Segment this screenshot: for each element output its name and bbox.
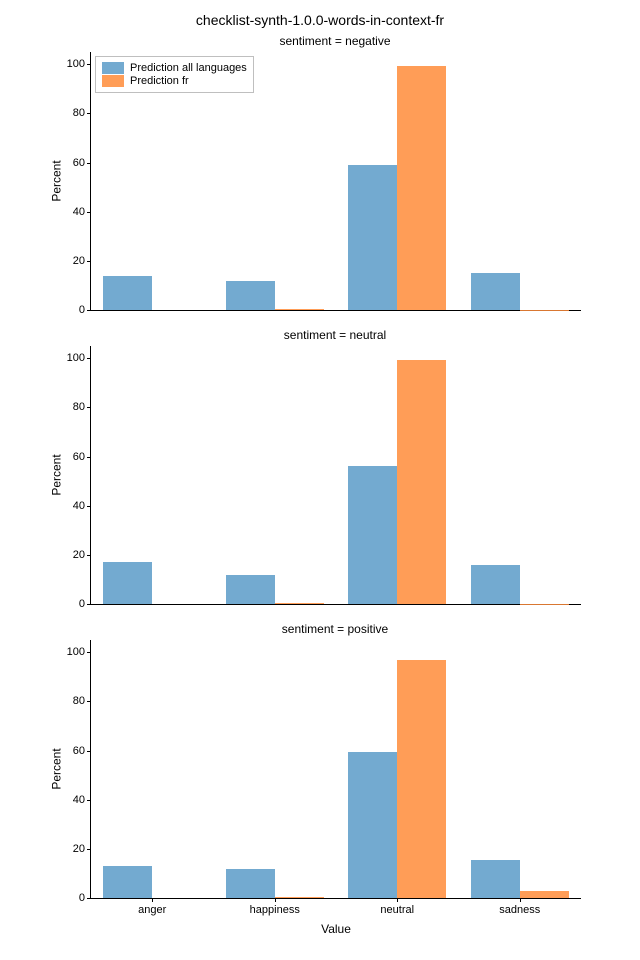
ytick-label: 0 bbox=[55, 598, 85, 610]
bar bbox=[471, 273, 520, 310]
bar bbox=[103, 276, 152, 310]
ytick-label: 80 bbox=[55, 107, 85, 119]
bar bbox=[471, 565, 520, 604]
panel-title: sentiment = neutral bbox=[90, 328, 580, 342]
ytick-label: 0 bbox=[55, 304, 85, 316]
plot-area: 020406080100Percent bbox=[90, 346, 581, 605]
plot-area: 020406080100PercentPrediction all langua… bbox=[90, 52, 581, 311]
bar bbox=[471, 860, 520, 898]
legend-label: Prediction all languages bbox=[130, 62, 247, 74]
panel-title: sentiment = negative bbox=[90, 34, 580, 48]
chart-panel: sentiment = negative020406080100PercentP… bbox=[90, 52, 580, 310]
ylabel: Percent bbox=[50, 748, 64, 789]
legend-swatch bbox=[102, 75, 124, 87]
legend-swatch bbox=[102, 62, 124, 74]
chart-suptitle: checklist-synth-1.0.0-words-in-context-f… bbox=[0, 12, 640, 28]
legend-item: Prediction all languages bbox=[102, 62, 247, 74]
bar bbox=[397, 360, 446, 604]
xlabel: Value bbox=[91, 922, 581, 936]
bar bbox=[348, 165, 397, 310]
ylabel: Percent bbox=[50, 160, 64, 201]
xtick-label: sadness bbox=[499, 904, 540, 916]
ytick-label: 100 bbox=[55, 646, 85, 658]
bar bbox=[275, 603, 324, 604]
plot-area: 020406080100Percentangerhappinessneutral… bbox=[90, 640, 581, 899]
ytick-label: 20 bbox=[55, 549, 85, 561]
bar bbox=[275, 309, 324, 310]
bar bbox=[226, 575, 275, 604]
ytick-label: 40 bbox=[55, 500, 85, 512]
bar bbox=[520, 891, 569, 898]
legend: Prediction all languagesPrediction fr bbox=[95, 56, 254, 93]
xtick-label: happiness bbox=[250, 904, 300, 916]
chart-panel: sentiment = positive020406080100Percenta… bbox=[90, 640, 580, 898]
chart-panel: sentiment = neutral020406080100Percent bbox=[90, 346, 580, 604]
bar bbox=[226, 869, 275, 898]
ytick-label: 100 bbox=[55, 352, 85, 364]
ytick-label: 80 bbox=[55, 401, 85, 413]
bar bbox=[103, 562, 152, 604]
xtick-label: neutral bbox=[380, 904, 414, 916]
ytick-label: 80 bbox=[55, 695, 85, 707]
bar bbox=[348, 752, 397, 898]
bar bbox=[397, 660, 446, 898]
bar bbox=[397, 66, 446, 310]
bar bbox=[275, 897, 324, 898]
ytick-label: 40 bbox=[55, 794, 85, 806]
panel-title: sentiment = positive bbox=[90, 622, 580, 636]
bar bbox=[348, 466, 397, 604]
legend-label: Prediction fr bbox=[130, 75, 189, 87]
ytick-label: 100 bbox=[55, 58, 85, 70]
bar bbox=[103, 866, 152, 898]
bar bbox=[226, 281, 275, 310]
ytick-label: 40 bbox=[55, 206, 85, 218]
ytick-label: 0 bbox=[55, 892, 85, 904]
xtick-label: anger bbox=[138, 904, 166, 916]
ytick-label: 20 bbox=[55, 255, 85, 267]
ylabel: Percent bbox=[50, 454, 64, 495]
ytick-label: 20 bbox=[55, 843, 85, 855]
legend-item: Prediction fr bbox=[102, 75, 247, 87]
